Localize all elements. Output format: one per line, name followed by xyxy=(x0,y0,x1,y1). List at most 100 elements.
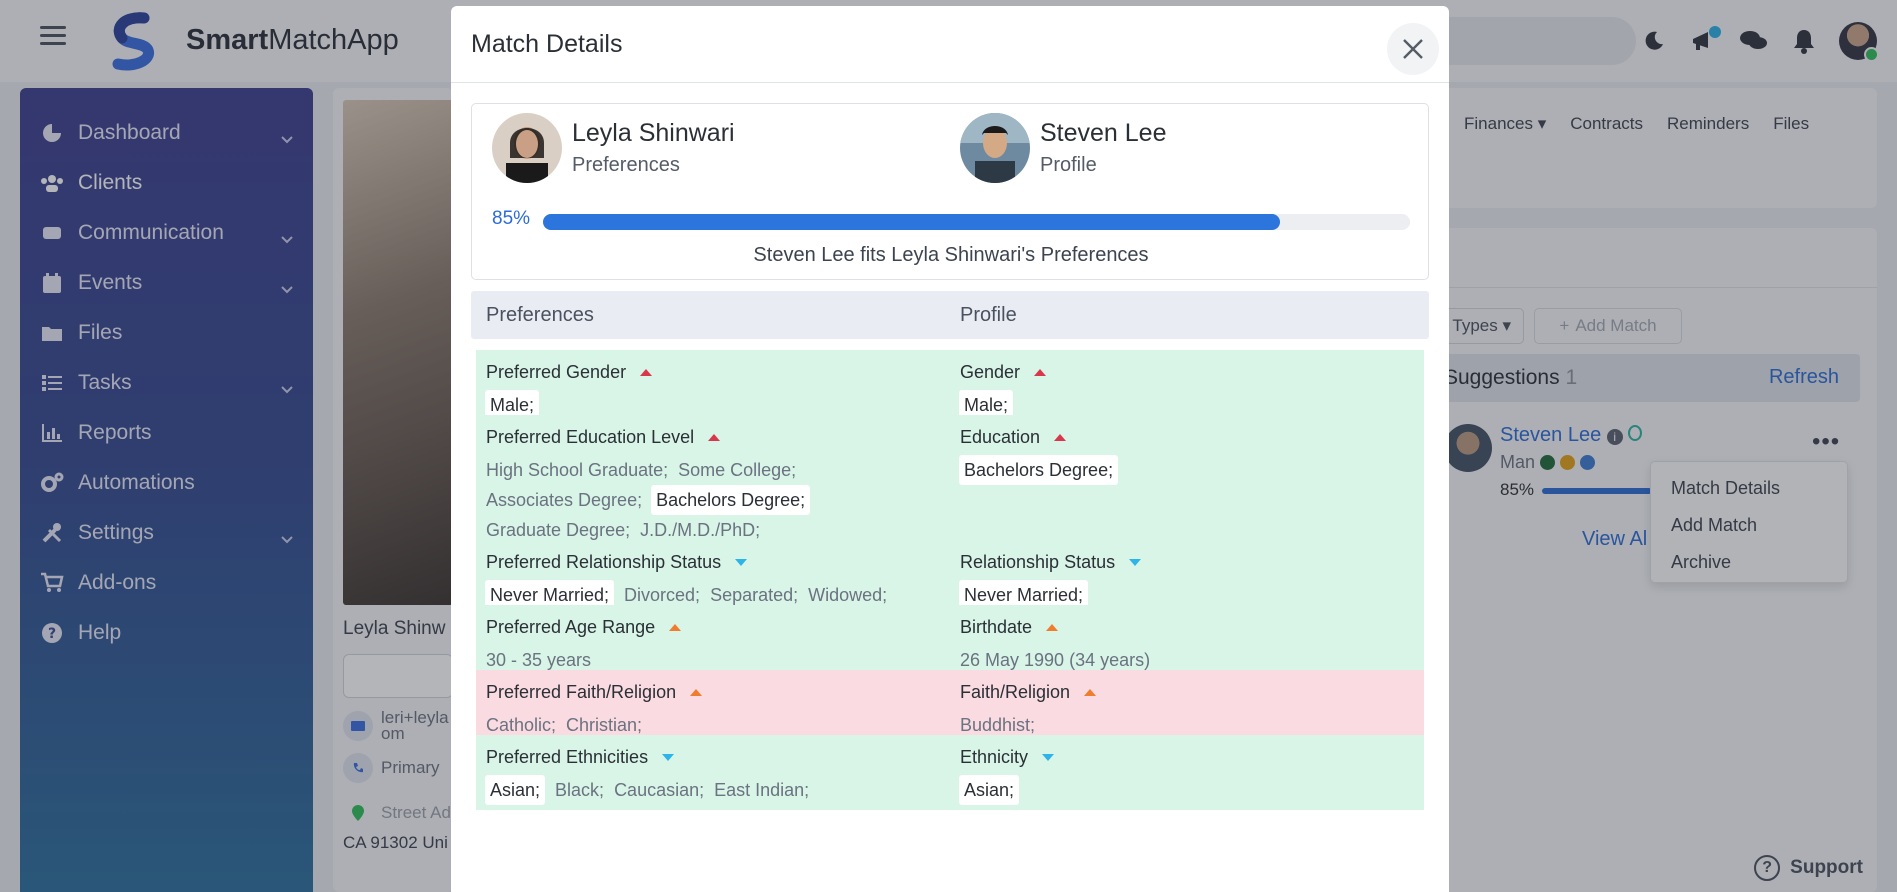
close-icon xyxy=(1403,39,1423,59)
value: Graduate Degree; xyxy=(486,520,631,540)
sidebar-item-tasks[interactable]: Tasks xyxy=(20,358,313,408)
tab-finances[interactable]: Finances ▾ xyxy=(1464,114,1547,133)
preference-cell: Preferred Education Level High School Gra… xyxy=(486,425,956,545)
client-phone-row: Primary xyxy=(343,753,440,783)
suggestions-bar xyxy=(1420,354,1860,402)
preference-label-text: Preferred Ethnicities xyxy=(486,746,649,767)
value: Christian; xyxy=(566,715,643,735)
support-button[interactable]: ? Support xyxy=(1754,848,1863,888)
value: Buddhist; xyxy=(960,715,1036,735)
profile-label: Education xyxy=(960,425,1414,449)
menu-item-archive[interactable]: Archive xyxy=(1671,552,1732,572)
sidebar-item-label: Settings xyxy=(78,521,154,544)
preference-label-text: Preferred Education Level xyxy=(486,426,695,447)
announcements-icon[interactable] xyxy=(1689,26,1721,56)
person-a-avatar xyxy=(492,113,562,183)
sidebar-item-label: Events xyxy=(78,271,143,294)
preference-label-text: Preferred Faith/Religion xyxy=(486,681,677,702)
client-name: Leyla Shinw xyxy=(343,618,446,639)
sidebar-item-communication[interactable]: Communication xyxy=(20,208,313,258)
profile-label: Gender xyxy=(960,360,1414,384)
column-preferences: Preferences xyxy=(486,304,594,326)
menu-item-add-match[interactable]: Add Match xyxy=(1671,515,1758,535)
app-brand-name[interactable]: SmartMatchApp xyxy=(186,24,399,56)
profile-values: Bachelors Degree; xyxy=(959,455,1414,485)
client-action-box[interactable] xyxy=(343,654,453,698)
sidebar: Dashboard Clients Communication Events F… xyxy=(20,88,313,892)
status-dot-yellow xyxy=(1560,455,1576,470)
menu-item-match-details[interactable]: Match Details xyxy=(1671,478,1781,498)
status-dot-blue xyxy=(1580,455,1596,470)
caret-up-icon xyxy=(708,433,721,441)
column-profile: Profile xyxy=(960,304,1017,326)
close-button[interactable] xyxy=(1387,23,1439,75)
preference-label: Preferred Education Level xyxy=(486,425,956,449)
value: East Indian; xyxy=(714,780,810,800)
tab-reminders[interactable]: Reminders xyxy=(1667,114,1750,133)
reports-icon xyxy=(40,421,64,445)
user-avatar[interactable] xyxy=(1839,22,1879,62)
preference-cell: Preferred Gender Male; xyxy=(485,360,956,420)
sidebar-item-clients[interactable]: Clients xyxy=(20,158,313,208)
profile-label-text: Ethnicity xyxy=(960,746,1029,767)
help-icon: ? xyxy=(40,621,64,645)
suggestion-avatar[interactable] xyxy=(1444,424,1492,472)
sidebar-item-reports[interactable]: Reports xyxy=(20,408,313,458)
preference-label: Preferred Ethnicities xyxy=(486,745,956,769)
messages-icon[interactable] xyxy=(1739,26,1769,56)
sidebar-item-files[interactable]: Files xyxy=(20,308,313,358)
comparison-table-header: Preferences Profile xyxy=(471,291,1429,339)
sidebar-item-label: Communication xyxy=(78,221,224,244)
hamburger-menu-icon[interactable] xyxy=(40,26,66,50)
sidebar-item-dashboard[interactable]: Dashboard xyxy=(20,108,313,158)
preference-label-text: Preferred Age Range xyxy=(486,616,656,637)
profile-label: Relationship Status xyxy=(960,550,1414,574)
modal-header: Match Details xyxy=(451,6,1449,83)
comparison-row: Preferred Faith/Religion Catholic; Christi… xyxy=(476,670,1424,735)
sidebar-item-label: Automations xyxy=(78,471,195,494)
client-address-row: Street Ad xyxy=(343,798,451,828)
sidebar-item-add-ons[interactable]: Add-ons xyxy=(20,558,313,608)
comparison-rows: Preferred Gender Male; Gender Male; Preferre… xyxy=(476,350,1424,810)
profile-values: Asian; xyxy=(959,775,1414,805)
suggestions-count: 1 xyxy=(1565,366,1578,389)
dark-mode-moon-icon[interactable] xyxy=(1639,26,1669,56)
phone-icon xyxy=(343,753,373,783)
value: 30 - 35 years xyxy=(486,650,592,670)
profile-values: Buddhist; xyxy=(960,710,1414,740)
sidebar-item-events[interactable]: Events xyxy=(20,258,313,308)
suggestion-name[interactable]: Steven Lee i xyxy=(1500,424,1643,447)
caret-up-icon xyxy=(1034,368,1047,376)
match-progress-fill xyxy=(543,214,1280,230)
notifications-bell-icon[interactable] xyxy=(1789,26,1819,56)
preference-label: Preferred Age Range xyxy=(486,615,956,639)
suggestions-title: Suggestions 1 xyxy=(1444,366,1578,389)
match-details-modal: Match Details Leyla Shinwari Preferences… xyxy=(451,6,1449,892)
tools-icon xyxy=(40,521,64,545)
add-match-button[interactable]: + Add Match xyxy=(1534,308,1682,344)
sidebar-item-automations[interactable]: Automations xyxy=(20,458,313,508)
sidebar-item-help[interactable]: ? Help xyxy=(20,608,313,658)
client-address-line2: CA 91302 Uni xyxy=(343,833,448,852)
preference-cell: Preferred Relationship Status Never Marri… xyxy=(485,550,956,610)
profile-label-text: Gender xyxy=(960,361,1021,382)
tab-files[interactable]: Files xyxy=(1773,114,1810,133)
caret-down-icon xyxy=(1129,558,1142,566)
preference-values: Asian; Black; Caucasian; East Indian; xyxy=(485,775,956,805)
info-icon[interactable]: i xyxy=(1606,429,1623,445)
profile-label: Birthdate xyxy=(960,615,1414,639)
refresh-link[interactable]: Refresh xyxy=(1768,366,1839,388)
svg-text:?: ? xyxy=(48,626,56,642)
comparison-row: Preferred Relationship Status Never Marri… xyxy=(476,540,1424,610)
view-all-link[interactable]: View Al xyxy=(1582,528,1648,550)
preference-values: High School Graduate; Some College; Associ… xyxy=(486,455,956,545)
caret-up-icon xyxy=(640,368,653,376)
value: Black; xyxy=(555,780,605,800)
tab-contracts[interactable]: Contracts xyxy=(1570,114,1643,133)
sidebar-item-label: Files xyxy=(78,321,123,344)
cart-icon xyxy=(40,571,64,595)
more-options-icon[interactable]: ••• xyxy=(1812,428,1841,455)
match-fit-text: Steven Lee fits Leyla Shinwari's Prefere… xyxy=(753,244,1149,266)
match-summary: Leyla Shinwari Preferences Steven Lee Pr… xyxy=(471,103,1429,280)
sidebar-item-settings[interactable]: Settings xyxy=(20,508,313,558)
